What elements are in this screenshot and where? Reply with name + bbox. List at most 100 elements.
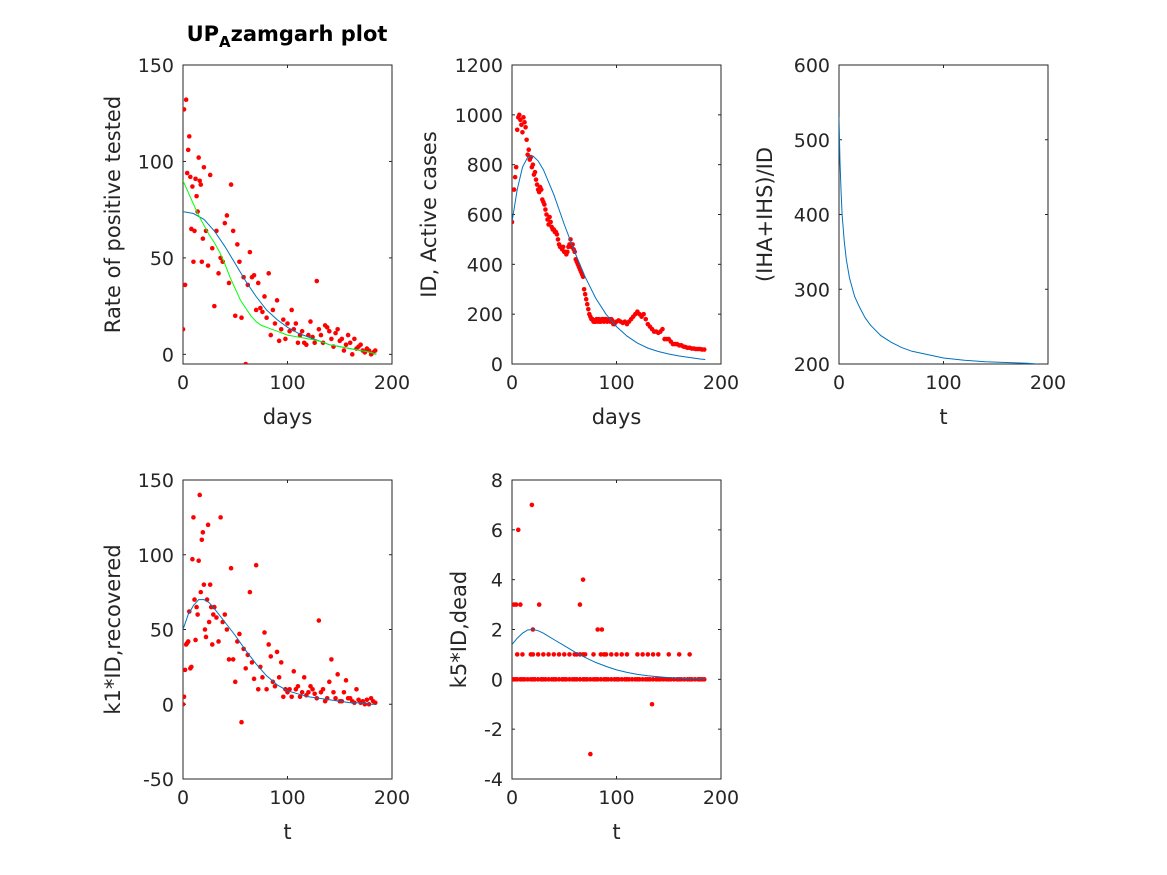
data-point [207,582,213,587]
data-point [556,652,562,657]
y-tick-label: 0 [491,354,503,376]
fit-line-blue [512,628,706,680]
data-point [196,155,201,160]
x-tick-label: 0 [506,372,518,394]
data-point [186,134,192,139]
y-tick-label: 600 [794,55,830,77]
data-point [285,321,290,326]
data-point [185,639,191,644]
y-tick-label: 1000 [455,105,503,127]
data-point [314,278,320,284]
data-point [207,172,213,178]
data-point [251,272,257,278]
figure-title: UPAzamgarh plot [187,22,388,51]
y-tick-label: -2 [484,719,503,741]
data-point [312,340,317,346]
fit-line-blue [839,117,1038,364]
data-point [194,604,199,610]
x-tick-label: 0 [833,372,845,394]
x-axis-label: t [939,405,947,429]
y-tick-label: 600 [467,205,503,227]
data-point [206,619,212,625]
data-point [185,147,191,153]
data-point [599,627,605,632]
x-axis-label: days [592,405,642,429]
data-point [195,612,200,617]
data-point [183,694,187,700]
data-point [222,220,228,226]
x-tick-label: 100 [269,372,305,394]
data-point [198,182,204,187]
data-point [341,348,347,353]
data-point [205,263,211,268]
data-point [595,627,600,632]
data-point [260,309,265,315]
data-point [266,271,271,276]
data-point [287,687,292,692]
data-point [536,602,542,607]
y-tick-label: 150 [138,470,174,492]
data-point [318,332,324,338]
data-point [291,669,297,674]
data-point [276,675,282,680]
data-point [205,522,211,528]
data-point [183,107,187,112]
data-point [333,695,338,701]
data-point [247,249,253,255]
data-point [372,348,378,353]
data-point [512,187,517,192]
data-point [608,652,614,657]
data-point [266,642,271,647]
data-point [543,207,548,212]
x-tick-label: 200 [374,787,410,809]
y-tick-label: 400 [467,254,503,276]
data-point [567,652,572,657]
data-point [235,242,240,247]
data-point [239,315,244,321]
data-point [649,701,655,707]
data-point [529,502,535,508]
data-point [272,321,278,326]
data-point [354,687,359,692]
data-point [281,694,286,700]
y-tick-label: 0 [162,344,174,366]
x-tick-label: 100 [598,372,634,394]
data-point [538,187,544,192]
data-point [352,336,357,342]
data-point [212,604,217,610]
data-point [583,296,589,302]
data-point [224,627,230,632]
data-point [324,325,330,330]
x-tick-label: 100 [269,787,305,809]
data-point [585,306,591,312]
subplot-p5: 0 100 200 -4 -2 0 2 4 6 8 t k5*ID,dead [447,470,739,844]
data-point [218,515,223,520]
data-point [542,202,547,207]
subplot-p2: 0 100 200 0 200 400 600 800 1000 1200 days ID, Acti… [417,55,739,429]
data-point [656,652,661,657]
data-point [522,120,527,125]
data-point [258,305,263,311]
data-point [245,652,251,658]
data-point [189,664,194,670]
x-axis-label: days [263,405,313,429]
data-point [518,117,523,123]
data-point [228,182,234,187]
data-point [230,657,236,662]
data-point [306,689,311,695]
x-tick-label: 200 [703,372,739,394]
data-point [349,352,355,357]
y-axis-label: ID, Active cases [417,131,441,298]
data-point [222,612,228,617]
plot-area [512,112,707,360]
data-point [641,311,646,317]
data-point [201,582,207,587]
data-point [619,652,625,657]
data-point [264,687,269,692]
y-tick-label: 50 [150,620,174,642]
data-point [283,336,288,342]
data-point [577,602,583,607]
y-axis-label: Rate of positive tested [101,96,125,333]
data-point [203,634,209,640]
